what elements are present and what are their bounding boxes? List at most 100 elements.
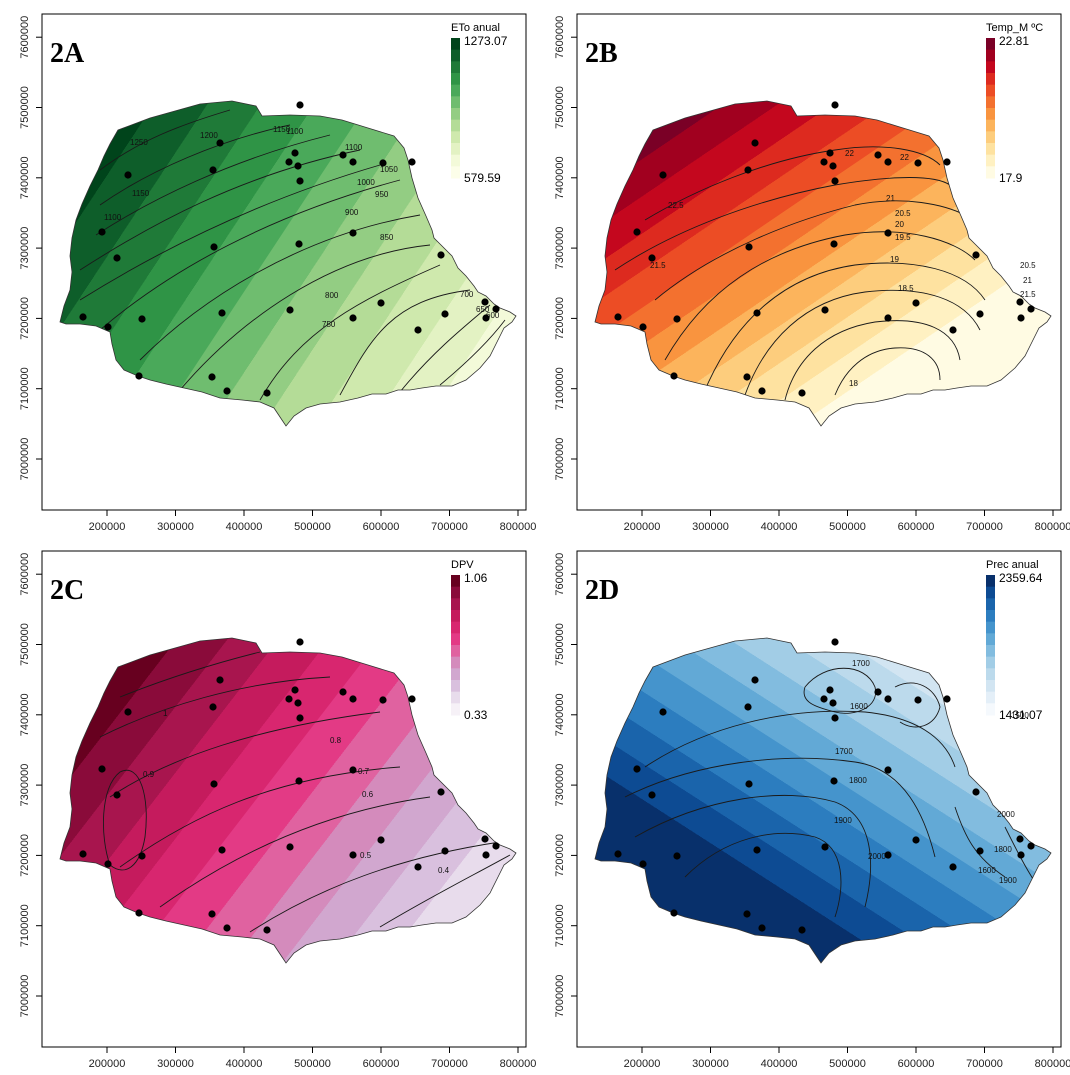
y-tick-label: 7500000: [19, 623, 31, 666]
station-point: [884, 851, 892, 859]
station-point: [377, 836, 385, 844]
contour-label: 1100: [345, 143, 363, 152]
legend-swatch: [986, 703, 995, 716]
contour-label: 1100: [286, 127, 304, 136]
station-point: [113, 254, 121, 262]
station-point: [751, 676, 759, 684]
contour-line: [684, 832, 842, 918]
station-point: [659, 708, 667, 716]
y-tick-label: 7100000: [554, 904, 566, 947]
station-point: [648, 254, 656, 262]
contour-line: [614, 177, 951, 271]
station-point: [79, 313, 87, 321]
station-point: [379, 159, 387, 167]
x-tick-label: 300000: [692, 1058, 729, 1070]
contour-label: 850: [380, 233, 394, 242]
contour-label: 1800: [994, 845, 1012, 854]
y-tick-label: 7300000: [19, 764, 31, 807]
station-point: [349, 158, 357, 166]
y-tick-label: 7200000: [554, 834, 566, 877]
contour-line: [119, 651, 261, 698]
legend-max: 1273.07: [464, 34, 508, 48]
contour-label: 1900: [999, 876, 1017, 885]
x-tick-label: 700000: [966, 1058, 1003, 1070]
station-point: [349, 695, 357, 703]
station-point: [138, 852, 146, 860]
y-tick-label: 7400000: [19, 156, 31, 199]
station-point: [758, 924, 766, 932]
legend-swatch: [986, 73, 995, 86]
station-point: [1027, 842, 1035, 850]
legend-title: Temp_M ºC: [986, 22, 1043, 34]
contour-label: 0.7: [358, 767, 370, 776]
contour-label: 1150: [132, 189, 150, 198]
contour-label: 900: [345, 208, 359, 217]
station-point: [218, 309, 226, 317]
legend-swatch: [986, 575, 995, 588]
station-point: [831, 101, 839, 109]
station-point: [339, 688, 347, 696]
station-point: [884, 158, 892, 166]
contour-line: [704, 262, 986, 391]
y-tick-label: 7000000: [19, 438, 31, 481]
legend-swatch: [451, 84, 460, 97]
legend-swatch: [986, 154, 995, 167]
x-tick-label: 500000: [294, 1058, 331, 1070]
station-point: [830, 777, 838, 785]
x-tick-label: 200000: [89, 1058, 126, 1070]
contour-line: [399, 304, 491, 393]
y-tick-label: 7500000: [554, 623, 566, 666]
station-point: [481, 298, 489, 306]
y-tick-label: 7400000: [554, 156, 566, 199]
contour-lines: [624, 667, 1036, 918]
station-point: [291, 149, 299, 157]
station-point: [209, 166, 217, 174]
contour-line: [439, 319, 506, 386]
legend-swatch: [986, 166, 995, 179]
contour-line: [654, 200, 966, 301]
station-point: [296, 177, 304, 185]
y-tick-label: 7200000: [19, 297, 31, 340]
station-point: [659, 171, 667, 179]
station-point: [377, 299, 385, 307]
legend-swatch: [451, 586, 460, 599]
y-tick-label: 7300000: [19, 227, 31, 270]
contour-label: 1100: [104, 213, 122, 222]
station-point: [884, 229, 892, 237]
x-tick-label: 600000: [363, 521, 400, 533]
legend-swatch: [986, 691, 995, 704]
x-tick-label: 600000: [363, 1058, 400, 1070]
station-point: [943, 158, 951, 166]
station-point: [1016, 298, 1024, 306]
contour-label: 0.6: [362, 790, 374, 799]
station-point: [829, 699, 837, 707]
legend-swatch: [986, 143, 995, 156]
legend-swatch: [986, 668, 995, 681]
legend-swatch: [986, 645, 995, 658]
station-point: [874, 688, 882, 696]
x-tick-label: 700000: [431, 521, 468, 533]
contour-line: [834, 347, 941, 396]
station-point: [98, 765, 106, 773]
station-point: [216, 139, 224, 147]
station-point: [124, 708, 132, 716]
station-point: [291, 686, 299, 694]
station-point: [218, 846, 226, 854]
contour-lines: [79, 109, 506, 401]
contour-label: 20.5: [1020, 261, 1036, 270]
station-point: [437, 251, 445, 259]
station-point: [912, 299, 920, 307]
y-tick-label: 7100000: [554, 367, 566, 410]
legend-swatch: [451, 38, 460, 51]
legend-max: 1.06: [464, 571, 488, 585]
station-point: [296, 101, 304, 109]
station-point: [295, 240, 303, 248]
contour-line: [159, 796, 431, 908]
station-point: [745, 780, 753, 788]
station-point: [826, 686, 834, 694]
x-tick-label: 300000: [157, 1058, 194, 1070]
station-point: [135, 909, 143, 917]
station-point: [1017, 314, 1025, 322]
